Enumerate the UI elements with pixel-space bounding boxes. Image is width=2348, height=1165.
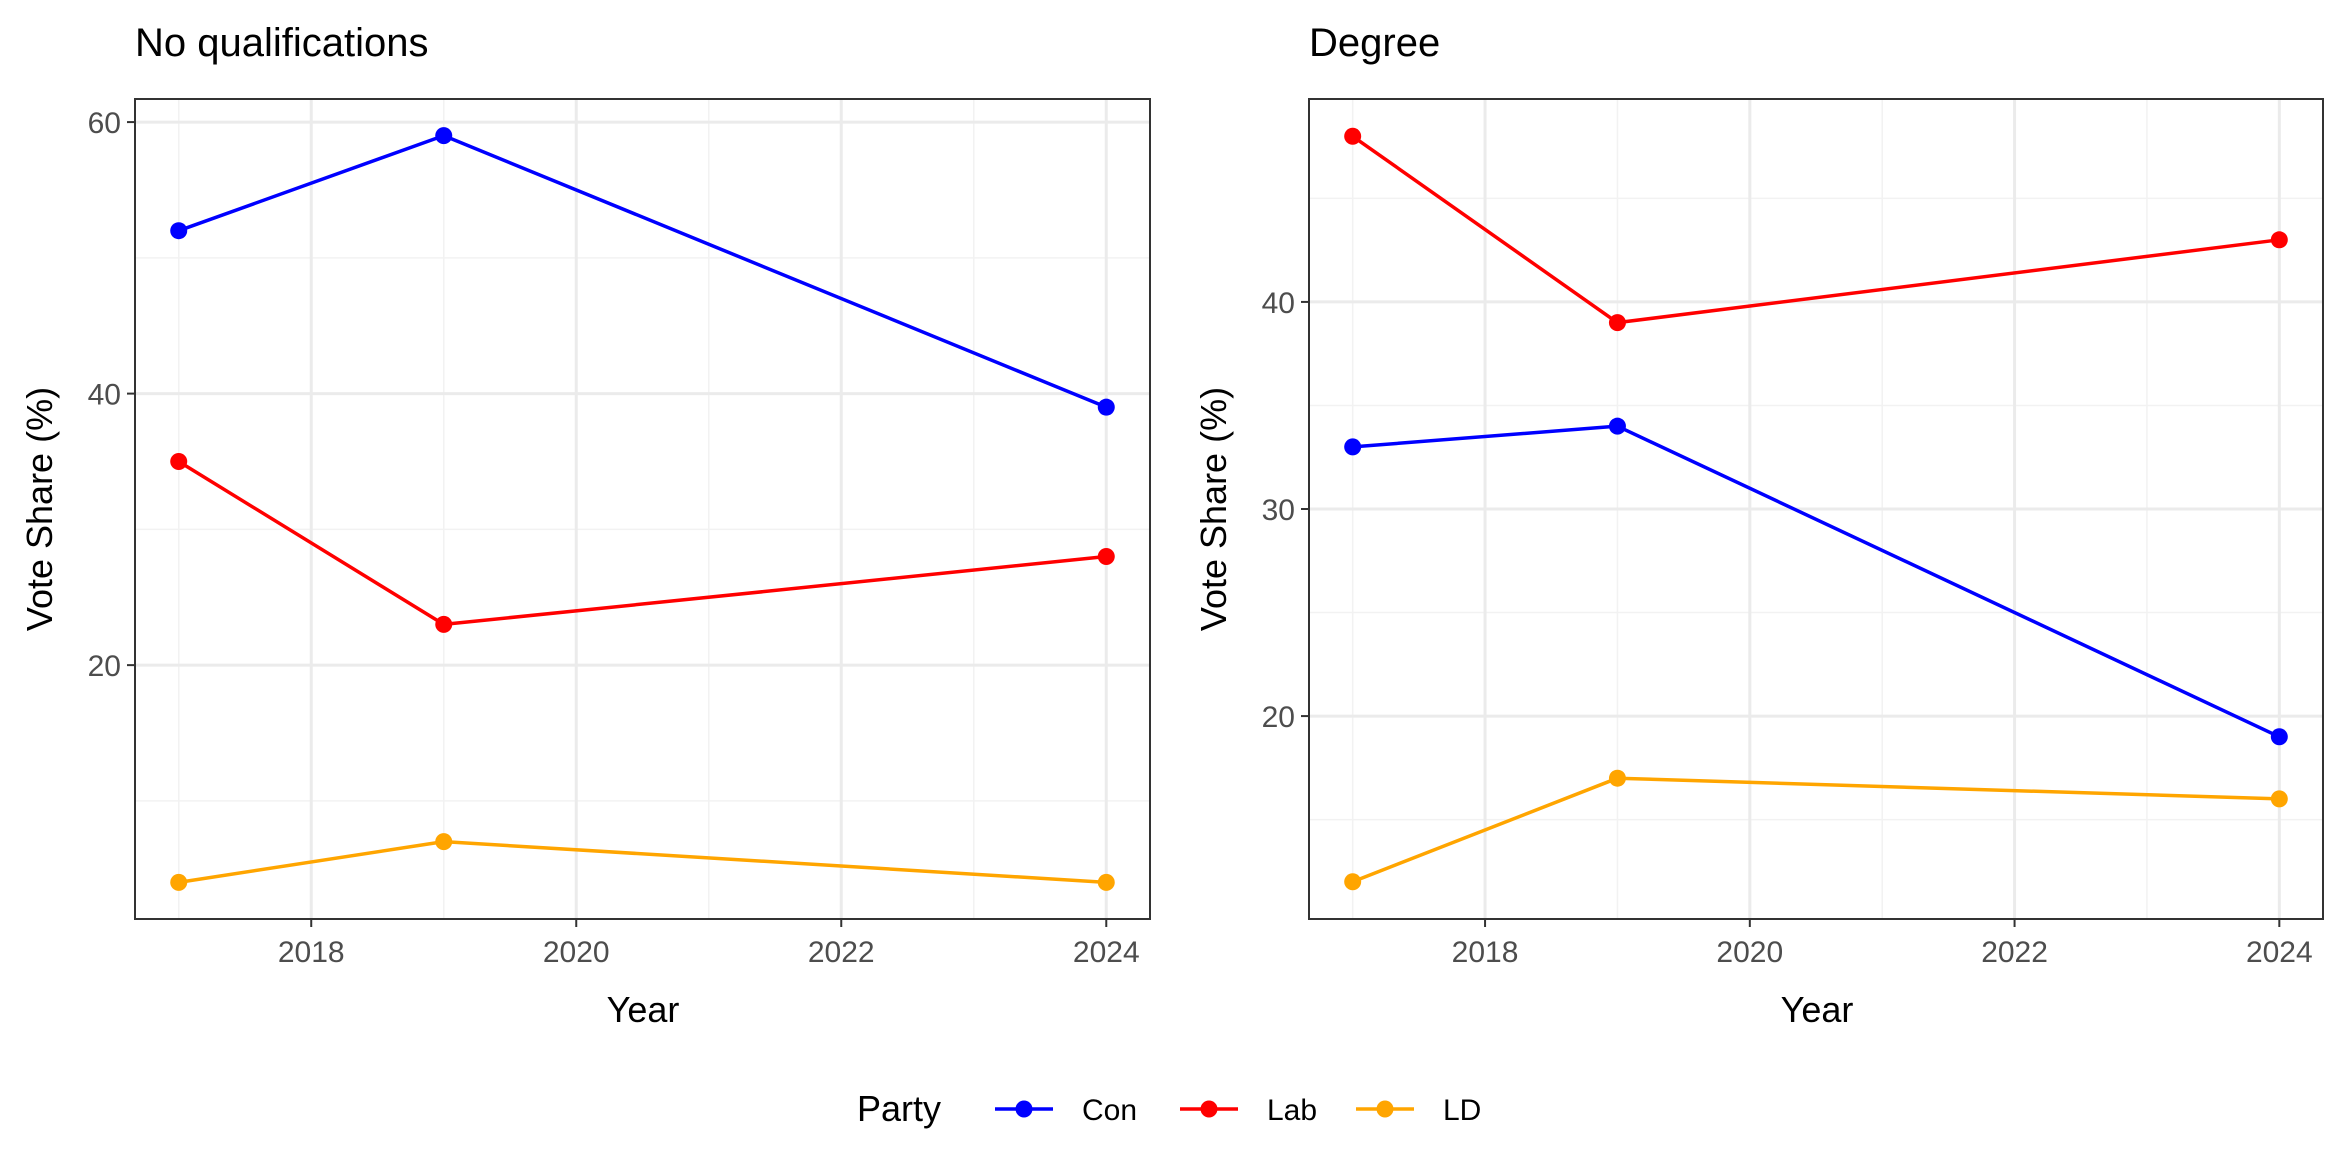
y-tick-label: 40	[1262, 287, 1295, 320]
y-tick-label: 20	[88, 650, 121, 683]
panel-title: Degree	[1309, 21, 1440, 65]
data-point-ld	[1344, 873, 1362, 891]
data-point-lab	[2270, 231, 2288, 249]
data-point-con	[170, 222, 188, 240]
data-point-ld	[1097, 873, 1115, 891]
data-point-con	[1097, 398, 1115, 416]
x-tick-label: 2018	[1452, 936, 1519, 969]
x-axis-label: Year	[1781, 989, 1854, 1030]
legend-label: LD	[1443, 1094, 1481, 1127]
x-tick-label: 2020	[1716, 936, 1783, 969]
data-point-lab	[1608, 314, 1626, 332]
data-point-lab	[1097, 548, 1115, 566]
legend-item-ld: LD	[1356, 1094, 1481, 1127]
x-tick-label: 2022	[808, 936, 875, 969]
y-tick-label: 30	[1262, 494, 1295, 527]
plot-area: 2018 2020 2022 2024 20 30 40	[1262, 98, 2324, 969]
data-point-con	[435, 127, 453, 145]
data-point-con	[2270, 728, 2288, 746]
x-tick-label: 2020	[543, 936, 610, 969]
legend-label: Con	[1082, 1094, 1137, 1127]
x-tick-label: 2022	[1981, 936, 2048, 969]
panel-title: No qualifications	[135, 21, 429, 65]
y-tick-label: 20	[1262, 701, 1295, 734]
x-tick-label: 2024	[1073, 936, 1140, 969]
x-tick-label: 2018	[278, 936, 345, 969]
data-point-ld	[435, 833, 453, 851]
legend-item-lab: Lab	[1180, 1094, 1317, 1127]
panel-degree: Degree 2018 2020 2022 2024 20 30 40 Year Vote …	[1193, 21, 2324, 1030]
x-axis-label: Year	[607, 989, 680, 1030]
data-point-con	[1608, 417, 1626, 435]
panel-no-qualifications: No qualifications 2018 2020 2022 2024 20 40 60…	[19, 21, 1151, 1030]
plot-background	[135, 99, 1150, 919]
legend-key-point	[1015, 1100, 1033, 1118]
y-axis-label: Vote Share (%)	[19, 387, 60, 631]
y-tick-label: 40	[88, 379, 121, 412]
panel-border	[134, 98, 1151, 920]
legend-items: Con Lab LD	[995, 1094, 1481, 1127]
y-tick-label: 60	[88, 107, 121, 140]
legend-key-point	[1376, 1100, 1394, 1118]
data-point-con	[1344, 438, 1362, 456]
data-point-ld	[1608, 769, 1626, 787]
y-axis-label: Vote Share (%)	[1193, 387, 1234, 631]
data-point-ld	[170, 873, 188, 891]
data-point-lab	[435, 615, 453, 633]
plot-area: 2018 2020 2022 2024 20 40 60	[88, 98, 1151, 969]
data-point-lab	[170, 452, 188, 470]
legend-label: Lab	[1267, 1094, 1317, 1127]
legend-item-con: Con	[995, 1094, 1137, 1127]
legend: Party Con Lab LD	[857, 1088, 1481, 1129]
data-point-ld	[2270, 790, 2288, 808]
legend-key-point	[1200, 1100, 1218, 1118]
data-point-lab	[1344, 127, 1362, 145]
legend-title: Party	[857, 1088, 941, 1129]
x-tick-label: 2024	[2246, 936, 2313, 969]
